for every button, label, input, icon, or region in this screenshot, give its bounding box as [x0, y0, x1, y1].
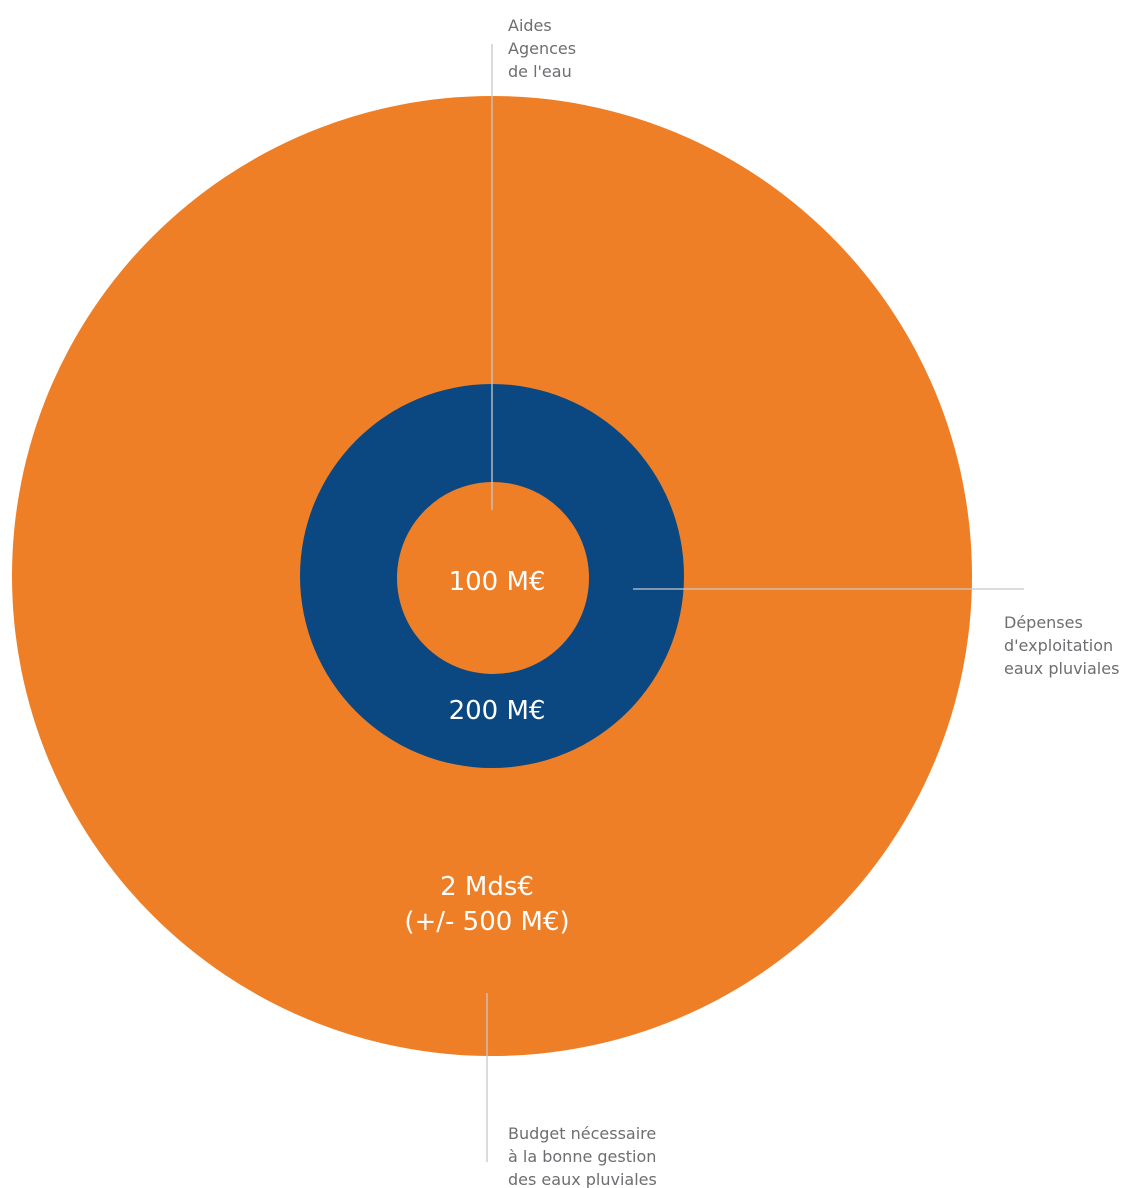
callout-budget-line-3: des eaux pluviales: [508, 1170, 657, 1188]
callout-aides-line-2: Agences: [508, 39, 576, 58]
value-label-budget-amount: 2 Mds€: [440, 872, 534, 902]
callout-aides-line-3: de l'eau: [508, 62, 572, 81]
value-label-depenses: 200 M€: [449, 696, 546, 726]
callout-depenses: Dépenses d'exploitation eaux pluviales: [1004, 613, 1119, 678]
callout-depenses-line-1: Dépenses: [1004, 613, 1083, 632]
value-label-aides: 100 M€: [449, 567, 546, 597]
callout-budget-line-1: Budget nécessaire: [508, 1124, 656, 1143]
callout-budget-line-2: à la bonne gestion: [508, 1147, 656, 1166]
callout-aides-line-1: Aides: [508, 16, 552, 35]
callout-aides: Aides Agences de l'eau: [508, 16, 576, 81]
callout-depenses-line-3: eaux pluviales: [1004, 659, 1119, 678]
callout-budget: Budget nécessaire à la bonne gestion des…: [508, 1124, 657, 1188]
callout-depenses-line-2: d'exploitation: [1004, 636, 1113, 655]
value-label-budget-range: (+/- 500 M€): [404, 907, 569, 937]
circle-aides: [397, 482, 589, 674]
